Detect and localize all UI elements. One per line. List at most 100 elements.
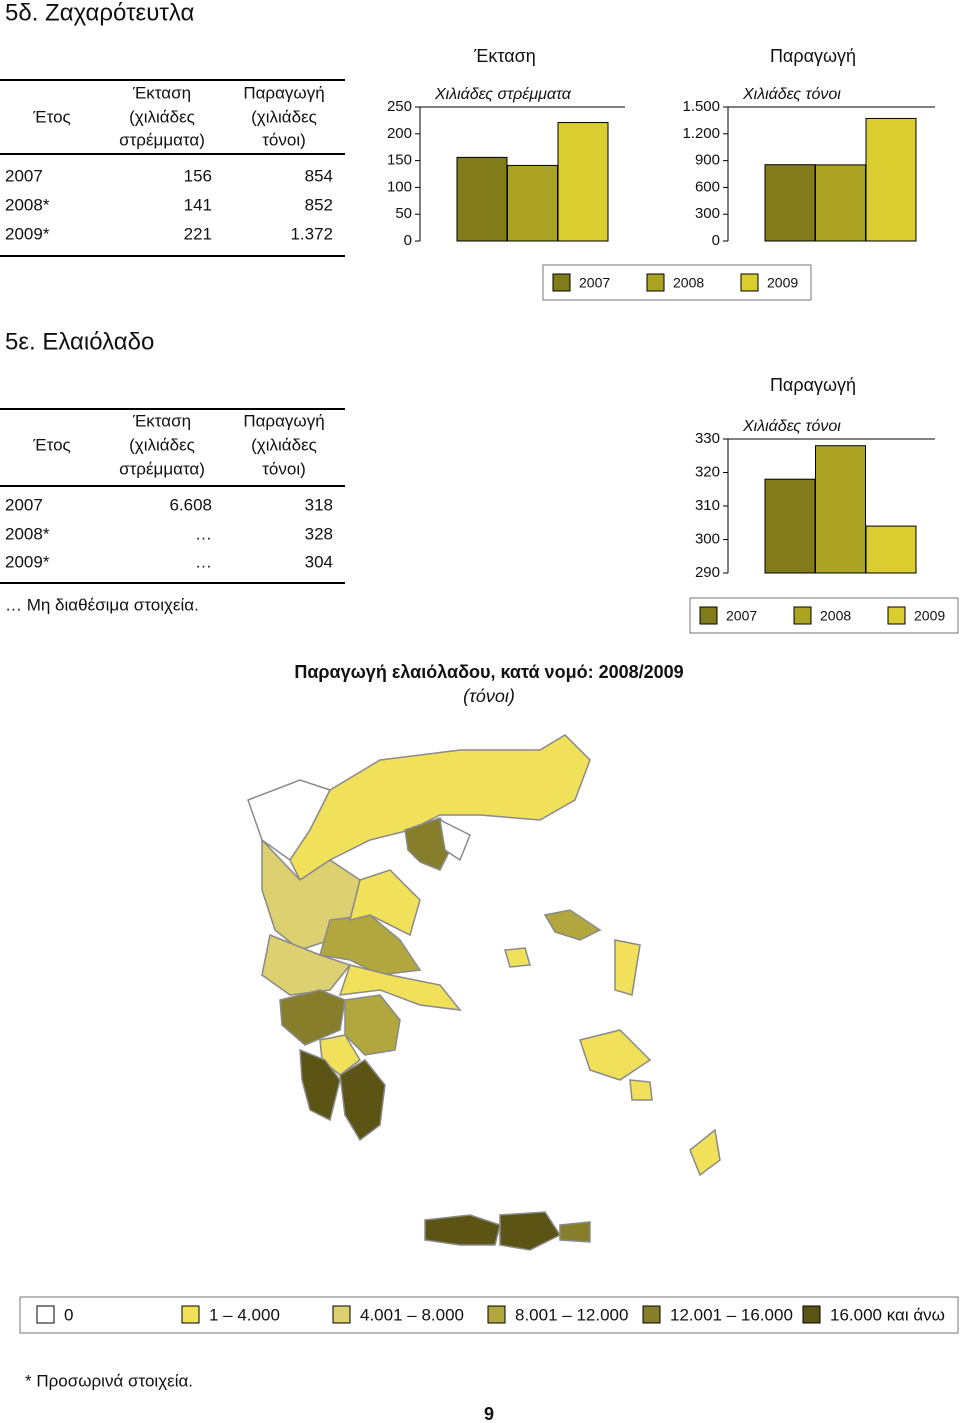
table-cell: 854 [305,166,333,185]
column-header: στρέμματα) [119,459,205,478]
legend-label: 2007 [726,608,757,624]
footnote: * Προσωρινά στοιχεία. [25,1371,193,1390]
bar [456,156,508,242]
y-tick-label: 320 [695,463,720,480]
legend-swatch [552,273,571,292]
bar [815,164,866,242]
chart-title: Παραγωγή [770,46,856,66]
y-tick-label: 0 [712,232,720,249]
table-cell: 2008* [5,524,50,543]
note: … Μη διαθέσιμα στοιχεία. [5,595,199,614]
section-title: 5δ. Ζαχαρότευτλα [5,0,194,26]
table-cell: 221 [184,224,212,243]
legend-label: 2008 [673,275,704,291]
bar [865,117,917,242]
section-title: 5ε. Ελαιόλαδο [5,328,154,355]
column-header: Έκταση [132,83,191,102]
table-cell: 2008* [5,195,50,214]
legend-label: 16.000 και άνω [830,1305,945,1324]
chart-title: Έκταση [473,46,536,66]
table-cell: 1.372 [290,224,333,243]
legend-swatch [793,606,812,625]
y-tick-label: 330 [695,430,720,447]
chart-title: Παραγωγή [770,375,856,395]
y-tick-label: 50 [395,205,412,222]
map-legend-box [19,1296,959,1334]
column-header: Έκταση [132,411,191,430]
y-tick-label: 300 [695,205,720,222]
y-tick-label: 1.500 [682,98,720,115]
map-shapes [247,734,721,1251]
bar [507,164,558,242]
legend-swatch [487,1305,506,1324]
table-cell: 328 [305,524,333,543]
map-unit: (τόνοι) [463,686,515,706]
legend-box [542,264,812,301]
y-tick-label: 310 [695,497,720,514]
column-header: στρέμματα) [119,130,205,149]
table-cell: 304 [305,552,333,571]
table-cell: 2009* [5,224,50,243]
map-title: Παραγωγή ελαιόλαδου, κατά νομό: 2008/200… [294,662,683,682]
legend-swatch [332,1305,351,1324]
y-tick-label: 250 [387,98,412,115]
table-cell: 852 [305,195,333,214]
column-header: (χιλιάδες [251,107,317,126]
legend-label: 0 [64,1305,73,1324]
column-header: Έτος [32,107,70,126]
legend-label: 2009 [914,608,945,624]
column-header: τόνοι) [262,130,306,149]
column-header: Παραγωγή [243,411,324,430]
legend-swatch [740,273,759,292]
bar [815,445,866,574]
legend-label: 2008 [820,608,851,624]
legend-swatch [646,273,665,292]
y-tick-label: 0 [404,232,412,249]
y-tick-label: 150 [387,152,412,169]
page-number: 9 [484,1404,494,1423]
legend-swatch [699,606,718,625]
legend-box [689,597,959,634]
column-header: (χιλιάδες [129,107,195,126]
table-cell: … [195,524,212,543]
table-cell: 2007 [5,166,43,185]
legend-label: 12.001 – 16.000 [670,1305,793,1324]
legend-label: 4.001 – 8.000 [360,1305,464,1324]
legend-label: 2009 [767,275,798,291]
legend-label: 8.001 – 12.000 [515,1305,628,1324]
table-cell: 6.608 [169,495,212,514]
y-tick-label: 100 [387,178,412,195]
y-tick-label: 300 [695,530,720,547]
column-header: Έτος [32,435,70,454]
bar [557,122,609,242]
column-header: (χιλιάδες [251,435,317,454]
legend-swatch [181,1305,200,1324]
table-cell: 156 [184,166,212,185]
column-header: Παραγωγή [243,83,324,102]
table-cell: 2009* [5,552,50,571]
table-cell: 318 [305,495,333,514]
chart-subtitle: Χιλιάδες τόνοι [742,86,841,103]
table-cell: 141 [184,195,212,214]
legend-swatch [36,1305,55,1324]
table-cell: 2007 [5,495,43,514]
legend-label: 1 – 4.000 [209,1305,280,1324]
legend-swatch [642,1305,661,1324]
legend-label: 2007 [579,275,610,291]
column-header: τόνοι) [262,459,306,478]
bar [865,525,917,574]
bar [764,164,816,242]
column-header: (χιλιάδες [129,435,195,454]
table-cell: … [195,552,212,571]
chart-subtitle: Χιλιάδες στρέμματα [434,86,572,103]
y-tick-label: 200 [387,125,412,142]
y-tick-label: 1.200 [682,125,720,142]
y-tick-label: 600 [695,178,720,195]
legend-swatch [802,1305,821,1324]
chart-subtitle: Χιλιάδες τόνοι [742,418,841,435]
legend-swatch [887,606,906,625]
bar [764,478,816,574]
y-tick-label: 290 [695,564,720,581]
y-tick-label: 900 [695,152,720,169]
